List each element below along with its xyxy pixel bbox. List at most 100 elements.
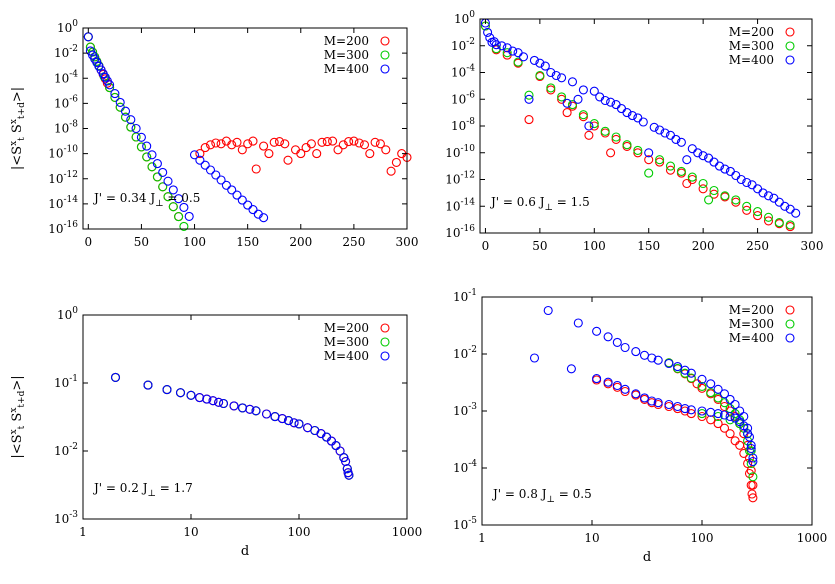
data-point-m200 [274,137,285,147]
data-point-m400 [489,37,499,47]
data-point-m300 [709,185,719,196]
data-point-m200 [216,139,226,149]
parameter-annotation: J' = 0.8 J⊥ = 0.5 [491,487,592,505]
x-axis-label: d [643,550,651,565]
data-point-m200 [612,382,622,392]
data-point-m400 [162,385,172,395]
data-point-m200 [655,157,665,167]
data-point-m200 [328,136,338,146]
parameter-annotation: J' = 0.2 J⊥ = 1.7 [92,481,193,499]
data-point-m400 [229,401,239,411]
data-point-m300 [578,110,588,120]
data-point-m300 [557,92,567,102]
data-point-m400 [344,470,354,480]
y-tick-label: 10-12 [48,170,78,186]
data-point-m200 [692,379,702,389]
y-tick-label: 10-2 [451,37,475,53]
legend-marker-m300 [380,337,390,347]
data-point-m400 [720,164,730,174]
legend-marker-m300 [785,319,795,329]
data-point-m400 [186,390,196,400]
data-point-m400 [584,121,594,131]
data-point-m200 [584,130,594,140]
data-point-m400 [110,372,121,382]
data-point-m200 [746,466,756,476]
data-point-m200 [698,184,708,194]
data-point-m200 [280,139,290,149]
y-tick-label: 10-4 [451,64,475,80]
data-point-m300 [655,155,665,165]
data-point-m400 [725,394,735,404]
y-tick-label: 10-3 [453,402,477,418]
data-point-m400 [218,398,229,409]
y-tick-label: 10-2 [54,442,78,458]
data-point-m400 [748,456,758,467]
data-point-m400 [592,374,602,384]
x-tick-label: 100 [183,235,206,249]
data-point-m400 [631,347,641,357]
y-axis-label: |<Sxt Sxt+d>| [9,375,27,458]
data-point-m400 [115,97,125,107]
y-tick-label: 10-16 [48,220,78,236]
data-point-m400 [248,205,258,215]
data-point-m200 [753,211,763,221]
data-point-m400 [216,175,226,185]
data-point-m400 [719,410,730,420]
data-point-m400 [543,305,553,316]
data-point-m400 [644,148,654,158]
legend-label: M=200 [324,321,369,335]
data-point-m200 [763,216,774,226]
data-point-m300 [600,126,610,136]
data-point-m300 [698,178,708,189]
data-point-m400 [491,40,501,50]
legend-label: M=400 [324,62,369,76]
data-point-m200 [697,383,707,393]
data-point-m300 [152,172,162,182]
legend-label: M=300 [729,39,774,53]
data-point-m400 [660,128,670,138]
data-point-m400 [211,170,221,180]
data-point-m200 [611,134,621,144]
x-tick-label: 300 [801,239,824,253]
data-point-m300 [126,122,136,132]
data-point-m200 [606,148,616,158]
data-point-m200 [232,137,242,147]
data-point-m200 [709,189,719,199]
data-point-m200 [386,166,396,176]
data-point-m400 [758,188,768,198]
y-tick-label: 100 [57,306,78,322]
data-point-m400 [600,95,610,106]
legend-marker-m200 [380,323,390,333]
data-point-m400 [540,61,550,71]
data-point-m400 [686,405,696,415]
data-point-m400 [136,132,146,142]
data-point-m400 [638,117,648,127]
data-point-m300 [687,172,697,182]
data-point-m300 [85,42,95,52]
y-tick-label: 10-8 [54,120,78,136]
plot-frame [82,314,408,520]
chart-panel-1: 100 10-2 10-4 10-6 10-8 10-10 10-12 10-14 10-16 0… [9,19,418,249]
data-point-m400 [748,453,758,463]
data-point-m200 [680,406,690,416]
data-point-m400 [653,355,663,365]
data-point-m300 [730,409,740,419]
data-point-m400 [664,399,674,410]
y-tick-label: 10-2 [453,345,477,361]
data-point-m200 [248,136,258,146]
y-tick-label: 10-16 [445,224,475,240]
data-point-m200 [375,139,385,149]
data-point-m200 [644,155,654,165]
data-point-m300 [763,212,774,222]
data-point-m400 [497,41,507,51]
x-tick-label: 0 [482,239,490,253]
data-point-m400 [174,194,184,204]
legend-marker-m400 [380,351,390,361]
legend-label: M=400 [324,349,369,363]
data-point-m400 [655,125,665,135]
data-point-m200 [211,138,221,148]
data-point-m200 [735,440,745,450]
data-point-m400 [603,377,613,387]
data-point-m200 [333,145,343,155]
